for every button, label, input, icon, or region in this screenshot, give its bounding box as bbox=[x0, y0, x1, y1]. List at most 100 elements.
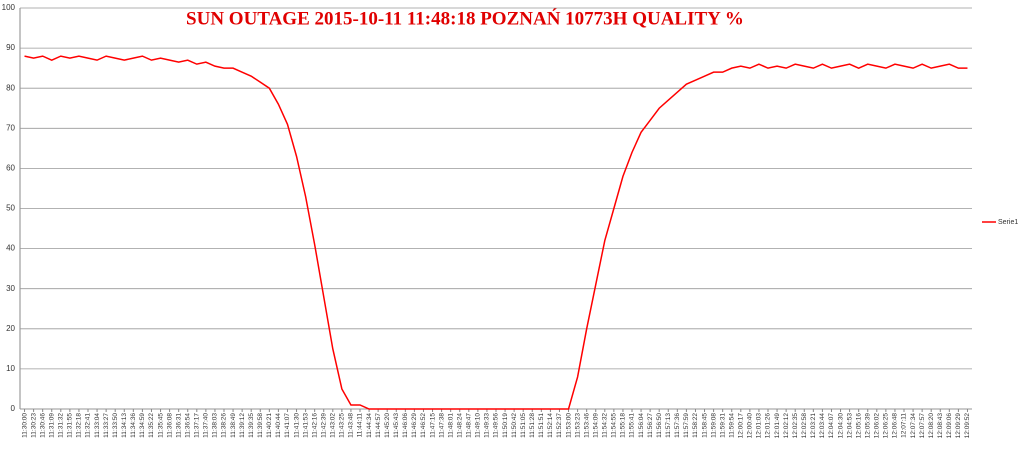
x-tick-label: 11:31:55 bbox=[67, 413, 74, 438]
x-tick-label: 11:30:00 bbox=[21, 413, 28, 438]
x-tick-label: 12:05:39 bbox=[864, 413, 871, 439]
x-tick-label: 11:58:22 bbox=[692, 413, 699, 438]
x-tick-label: 11:34:59 bbox=[139, 413, 146, 438]
x-tick-label: 12:03:44 bbox=[819, 413, 826, 439]
y-tick-label: 40 bbox=[6, 244, 15, 253]
x-tick-label: 11:36:54 bbox=[184, 413, 191, 438]
x-tick-label: 12:06:48 bbox=[892, 413, 899, 439]
legend-label: Serie1 bbox=[998, 219, 1018, 226]
x-tick-label: 11:51:28 bbox=[529, 413, 536, 438]
y-tick-label: 20 bbox=[6, 324, 15, 333]
x-tick-label: 11:41:30 bbox=[293, 413, 300, 438]
x-tick-label: 11:43:48 bbox=[348, 413, 355, 438]
x-tick-label: 11:38:03 bbox=[212, 413, 219, 438]
x-tick-label: 12:01:49 bbox=[774, 413, 781, 439]
x-tick-label: 11:57:36 bbox=[674, 413, 681, 438]
x-tick-label: 12:00:40 bbox=[747, 413, 754, 439]
x-tick-label: 11:52:37 bbox=[556, 413, 563, 438]
x-tick-label: 11:31:32 bbox=[58, 413, 65, 438]
x-tick-label: 11:48:01 bbox=[447, 413, 454, 438]
x-tick-label: 12:08:20 bbox=[928, 413, 935, 439]
x-tick-label: 11:51:51 bbox=[538, 413, 545, 438]
y-tick-label: 90 bbox=[6, 43, 15, 52]
x-tick-label: 11:50:19 bbox=[502, 413, 509, 438]
x-tick-label: 11:46:52 bbox=[420, 413, 427, 438]
x-tick-label: 11:30:23 bbox=[30, 413, 37, 438]
x-tick-label: 11:38:49 bbox=[230, 413, 237, 438]
x-tick-label: 11:46:29 bbox=[411, 413, 418, 438]
x-tick-label: 12:05:16 bbox=[855, 413, 862, 439]
x-tick-label: 11:45:20 bbox=[384, 413, 391, 438]
x-tick-label: 11:48:47 bbox=[466, 413, 473, 438]
x-tick-label: 11:47:38 bbox=[438, 413, 445, 438]
x-tick-label: 11:35:45 bbox=[157, 413, 164, 438]
x-tick-label: 11:41:53 bbox=[302, 413, 309, 438]
x-tick-label: 11:41:07 bbox=[284, 413, 291, 438]
x-tick-label: 11:43:02 bbox=[330, 413, 337, 438]
chart-title: SUN OUTAGE 2015-10-11 11:48:18 POZNAŃ 10… bbox=[186, 7, 744, 29]
x-tick-label: 11:42:16 bbox=[311, 413, 318, 438]
x-tick-label: 11:48:24 bbox=[456, 413, 463, 438]
x-tick-label: 12:02:12 bbox=[783, 413, 790, 439]
x-tick-label: 11:54:32 bbox=[602, 413, 609, 438]
y-tick-label: 0 bbox=[11, 404, 16, 413]
x-tick-label: 11:32:18 bbox=[76, 413, 83, 438]
x-tick-label: 11:34:36 bbox=[130, 413, 137, 438]
x-tick-label: 12:08:43 bbox=[937, 413, 944, 439]
x-tick-label: 11:54:09 bbox=[592, 413, 599, 438]
y-tick-label: 50 bbox=[6, 204, 15, 213]
x-tick-label: 11:36:08 bbox=[166, 413, 173, 438]
x-tick-label: 11:44:34 bbox=[366, 413, 373, 438]
y-tick-label: 60 bbox=[6, 164, 15, 173]
x-tick-label: 12:02:58 bbox=[801, 413, 808, 439]
x-tick-label: 11:50:42 bbox=[511, 413, 518, 438]
x-tick-label: 11:40:21 bbox=[266, 413, 273, 438]
x-tick-label: 12:06:02 bbox=[874, 413, 881, 439]
x-tick-label: 11:53:46 bbox=[583, 413, 590, 438]
x-tick-label: 11:34:13 bbox=[121, 413, 128, 438]
x-tick-label: 11:47:15 bbox=[429, 413, 436, 438]
x-tick-label: 11:55:41 bbox=[629, 413, 636, 438]
x-tick-label: 11:36:31 bbox=[175, 413, 182, 438]
x-tick-label: 12:01:26 bbox=[765, 413, 772, 439]
x-tick-label: 11:59:54 bbox=[728, 413, 735, 438]
x-tick-label: 12:04:30 bbox=[837, 413, 844, 439]
x-tick-label: 11:55:18 bbox=[620, 413, 627, 438]
x-tick-label: 12:09:52 bbox=[964, 413, 971, 439]
y-tick-label: 80 bbox=[6, 83, 15, 92]
x-tick-label: 11:52:14 bbox=[547, 413, 554, 438]
x-tick-label: 11:42:39 bbox=[320, 413, 327, 438]
x-tick-label: 11:35:22 bbox=[148, 413, 155, 438]
x-tick-label: 12:03:21 bbox=[810, 413, 817, 439]
x-tick-label: 12:04:07 bbox=[828, 413, 835, 439]
y-tick-label: 10 bbox=[6, 364, 15, 373]
x-tick-label: 11:44:11 bbox=[357, 413, 364, 438]
x-tick-label: 11:51:05 bbox=[520, 413, 527, 438]
x-tick-label: 11:49:10 bbox=[475, 413, 482, 438]
x-tick-label: 11:39:58 bbox=[257, 413, 264, 438]
x-tick-label: 11:31:09 bbox=[48, 413, 55, 438]
x-tick-label: 11:45:43 bbox=[393, 413, 400, 438]
x-tick-label: 12:07:11 bbox=[901, 413, 908, 438]
x-tick-label: 11:53:00 bbox=[565, 413, 572, 438]
x-tick-label: 11:39:35 bbox=[248, 413, 255, 438]
x-tick-label: 12:07:57 bbox=[919, 413, 926, 439]
x-tick-label: 11:57:59 bbox=[683, 413, 690, 438]
x-tick-label: 11:59:08 bbox=[710, 413, 717, 438]
x-tick-label: 11:56:50 bbox=[656, 413, 663, 438]
x-tick-label: 11:56:04 bbox=[638, 413, 645, 438]
x-tick-label: 12:07:34 bbox=[910, 413, 917, 439]
x-tick-label: 11:59:31 bbox=[719, 413, 726, 438]
data-line bbox=[24, 55, 968, 410]
x-tick-label: 11:37:40 bbox=[203, 413, 210, 438]
x-tick-label: 11:58:45 bbox=[701, 413, 708, 438]
x-tick-label: 11:53:23 bbox=[574, 413, 581, 438]
y-tick-label: 30 bbox=[6, 284, 15, 293]
x-tick-label: 11:40:44 bbox=[275, 413, 282, 438]
x-tick-label: 11:39:12 bbox=[239, 413, 246, 438]
x-tick-label: 11:49:56 bbox=[493, 413, 500, 438]
x-tick-label: 11:33:04 bbox=[94, 413, 101, 438]
x-tick-label: 11:46:06 bbox=[402, 413, 409, 438]
x-tick-label: 11:57:13 bbox=[665, 413, 672, 438]
x-tick-label: 11:44:57 bbox=[375, 413, 382, 438]
